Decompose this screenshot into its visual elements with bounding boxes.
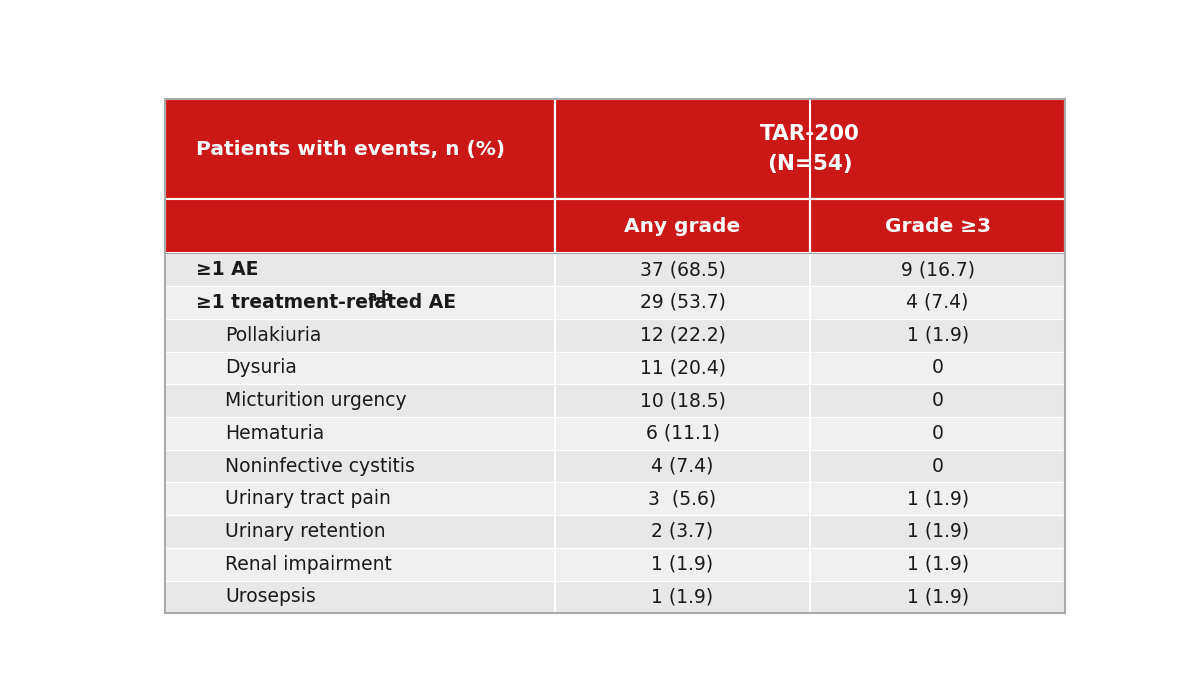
Polygon shape bbox=[554, 449, 810, 482]
Polygon shape bbox=[554, 253, 810, 286]
Text: 9 (16.7): 9 (16.7) bbox=[901, 260, 974, 279]
Text: 1 (1.9): 1 (1.9) bbox=[906, 587, 968, 606]
Polygon shape bbox=[810, 580, 1066, 613]
Polygon shape bbox=[164, 548, 554, 580]
Text: Patients with events, n (%): Patients with events, n (%) bbox=[196, 140, 505, 159]
Text: Hematuria: Hematuria bbox=[226, 424, 324, 443]
Polygon shape bbox=[810, 449, 1066, 482]
Text: Pollakiuria: Pollakiuria bbox=[226, 326, 322, 344]
Polygon shape bbox=[810, 318, 1066, 351]
Text: 1 (1.9): 1 (1.9) bbox=[906, 554, 968, 574]
Text: ≥1 AE: ≥1 AE bbox=[196, 260, 258, 279]
Text: 2 (3.7): 2 (3.7) bbox=[652, 522, 714, 541]
Text: 1 (1.9): 1 (1.9) bbox=[652, 587, 714, 606]
Polygon shape bbox=[554, 580, 810, 613]
Text: a,b: a,b bbox=[367, 290, 391, 304]
Polygon shape bbox=[164, 199, 554, 253]
Text: Dysuria: Dysuria bbox=[226, 358, 298, 377]
Polygon shape bbox=[554, 99, 1066, 200]
Text: TAR-200: TAR-200 bbox=[760, 124, 860, 144]
Text: 12 (22.2): 12 (22.2) bbox=[640, 326, 726, 344]
Text: 1 (1.9): 1 (1.9) bbox=[906, 326, 968, 344]
Polygon shape bbox=[164, 318, 554, 351]
Polygon shape bbox=[554, 548, 810, 580]
Polygon shape bbox=[164, 253, 554, 286]
Polygon shape bbox=[164, 417, 554, 449]
Text: 0: 0 bbox=[931, 424, 943, 443]
Polygon shape bbox=[164, 580, 554, 613]
Text: Noninfective cystitis: Noninfective cystitis bbox=[226, 456, 415, 475]
Polygon shape bbox=[810, 482, 1066, 515]
Text: 29 (53.7): 29 (53.7) bbox=[640, 293, 726, 312]
Text: 0: 0 bbox=[931, 391, 943, 410]
Polygon shape bbox=[554, 318, 810, 351]
Text: (N=54): (N=54) bbox=[767, 154, 853, 174]
Polygon shape bbox=[810, 351, 1066, 384]
Text: Renal impairment: Renal impairment bbox=[226, 554, 392, 574]
Polygon shape bbox=[810, 253, 1066, 286]
Text: 1 (1.9): 1 (1.9) bbox=[906, 489, 968, 508]
Polygon shape bbox=[554, 199, 810, 253]
Polygon shape bbox=[810, 515, 1066, 548]
Polygon shape bbox=[810, 417, 1066, 449]
Polygon shape bbox=[554, 286, 810, 318]
Polygon shape bbox=[554, 515, 810, 548]
Polygon shape bbox=[554, 351, 810, 384]
Text: Micturition urgency: Micturition urgency bbox=[226, 391, 407, 410]
Text: 4 (7.4): 4 (7.4) bbox=[906, 293, 968, 312]
Polygon shape bbox=[164, 351, 554, 384]
Text: ≥1 treatment-related AE: ≥1 treatment-related AE bbox=[196, 293, 456, 312]
Text: Urinary tract pain: Urinary tract pain bbox=[226, 489, 391, 508]
Polygon shape bbox=[810, 286, 1066, 318]
Text: Grade ≥3: Grade ≥3 bbox=[884, 217, 991, 236]
Polygon shape bbox=[810, 384, 1066, 417]
Polygon shape bbox=[164, 286, 554, 318]
Text: 0: 0 bbox=[931, 358, 943, 377]
Polygon shape bbox=[164, 99, 554, 200]
Text: Urinary retention: Urinary retention bbox=[226, 522, 386, 541]
Polygon shape bbox=[554, 482, 810, 515]
Text: 4 (7.4): 4 (7.4) bbox=[652, 456, 714, 475]
Text: 37 (68.5): 37 (68.5) bbox=[640, 260, 726, 279]
Polygon shape bbox=[164, 515, 554, 548]
Text: 11 (20.4): 11 (20.4) bbox=[640, 358, 726, 377]
Text: 3  (5.6): 3 (5.6) bbox=[648, 489, 716, 508]
Polygon shape bbox=[164, 384, 554, 417]
Text: Urosepsis: Urosepsis bbox=[226, 587, 316, 606]
Polygon shape bbox=[554, 384, 810, 417]
Text: 1 (1.9): 1 (1.9) bbox=[906, 522, 968, 541]
Polygon shape bbox=[554, 417, 810, 449]
Polygon shape bbox=[164, 482, 554, 515]
Polygon shape bbox=[810, 548, 1066, 580]
Text: 1 (1.9): 1 (1.9) bbox=[652, 554, 714, 574]
Polygon shape bbox=[810, 199, 1066, 253]
Text: 6 (11.1): 6 (11.1) bbox=[646, 424, 720, 443]
Text: Any grade: Any grade bbox=[624, 217, 740, 236]
Text: 10 (18.5): 10 (18.5) bbox=[640, 391, 726, 410]
Text: 0: 0 bbox=[931, 456, 943, 475]
Polygon shape bbox=[164, 449, 554, 482]
